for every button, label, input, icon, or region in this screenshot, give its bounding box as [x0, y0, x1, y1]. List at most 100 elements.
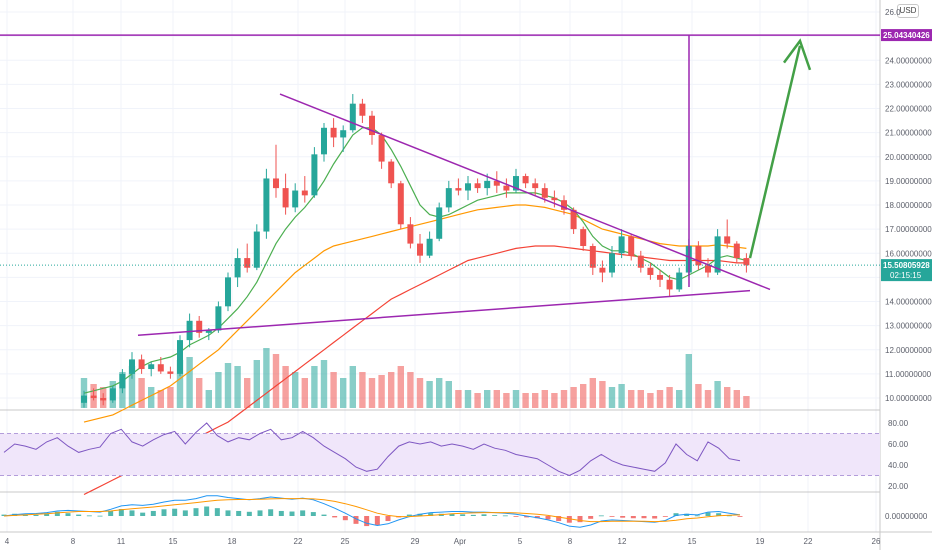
macd-panel [1, 495, 743, 528]
candle-body [81, 395, 87, 403]
rsi-axis-label: 40.00 [888, 461, 909, 470]
volume-bar [349, 366, 356, 408]
candle-body [311, 154, 318, 196]
macd-histogram-bar [300, 510, 306, 516]
candle-body [580, 229, 587, 247]
descending-trendline [279, 93, 771, 291]
volume-bar [368, 378, 376, 408]
volume-bar [474, 393, 481, 408]
volume-bar [301, 378, 308, 408]
macd-histogram-bar [44, 513, 50, 516]
volume-bar [551, 393, 558, 408]
price-axis-label: 17.00000000 [885, 225, 932, 234]
volume-bar [445, 381, 452, 408]
volume-bar [589, 378, 596, 408]
volume-bar [570, 387, 577, 408]
candle-body [253, 231, 260, 268]
ascending-trendline [137, 289, 751, 337]
candle-body [465, 183, 471, 191]
resistance-price-label: 25.04340426 [883, 31, 930, 40]
candle-body [647, 267, 654, 275]
rsi-axis-label: 80.00 [888, 419, 909, 428]
macd-histogram-bar [1, 514, 7, 516]
candle-body [522, 176, 529, 184]
candle-body [513, 176, 519, 191]
trend-drawings[interactable] [0, 34, 880, 337]
volume-bar [656, 390, 664, 408]
macd-histogram-bar [513, 516, 519, 517]
volume-bar [234, 366, 241, 408]
macd-histogram-bar [598, 515, 604, 517]
volume-bar [292, 372, 299, 408]
candle-body [282, 188, 289, 208]
currency-badge[interactable]: USD [897, 4, 919, 18]
macd-histogram-bar [641, 516, 647, 519]
volume-bar [503, 393, 510, 408]
volume-bar [263, 348, 270, 408]
volume-bar [282, 366, 289, 408]
price-axis-label: 18.00000000 [885, 201, 932, 210]
macd-histogram-bar [161, 509, 167, 516]
volume-bar [647, 393, 654, 408]
time-axis-label: 15 [688, 537, 697, 546]
volume-bar [676, 390, 683, 408]
candle-body [484, 180, 491, 189]
volume-bar [704, 390, 712, 408]
volume-bar [436, 378, 443, 408]
candle-body [503, 185, 510, 191]
candle-body [407, 224, 414, 244]
volume-bar [157, 390, 164, 408]
candle-body [637, 255, 644, 268]
candle-body [455, 188, 462, 191]
time-axis-label: 18 [228, 537, 237, 546]
volume-bar [215, 372, 222, 408]
volume-bar [416, 378, 424, 408]
candle-body [609, 253, 615, 273]
candle-body [541, 188, 548, 198]
candle-body [138, 359, 145, 370]
macd-histogram-bar [652, 516, 658, 519]
time-axis-label: 5 [518, 537, 523, 546]
axes: 26.0 24.00000000 23.00000000 22.00000000 21.… [5, 8, 932, 546]
candle-body [359, 103, 366, 116]
macd-histogram-bar [268, 509, 274, 516]
macd-histogram-bar [662, 516, 668, 517]
macd-histogram-bar [118, 509, 124, 516]
macd-histogram-bar [577, 516, 583, 523]
macd-histogram-bar [33, 514, 39, 516]
rsi-line [3, 422, 741, 477]
time-axis-label: 12 [618, 537, 627, 546]
macd-histogram-bar [65, 513, 71, 516]
volume-bar [560, 390, 568, 408]
macd-histogram-bar [684, 513, 690, 516]
volume-bar [637, 390, 644, 408]
macd-histogram-bar [630, 516, 636, 519]
candle-body [676, 272, 683, 290]
candle-body [263, 178, 270, 232]
macd-histogram-bar [76, 514, 82, 516]
volume-bar [378, 375, 385, 408]
volume-bar [685, 354, 692, 408]
price-axis-label: 12.00000000 [885, 346, 932, 355]
ma_mid-line [83, 204, 747, 423]
macd-histogram-bar [385, 516, 391, 522]
candle-body [733, 243, 740, 259]
macd-histogram-bar [310, 512, 316, 516]
macd-histogram-bar [492, 515, 498, 516]
macd-histogram-bar [524, 516, 530, 518]
time-axis-label: 25 [341, 537, 350, 546]
price-axis-label: 11.00000000 [885, 370, 932, 379]
candle-body [628, 236, 635, 256]
countdown-label: 02:15:15 [890, 271, 922, 280]
candle-body [90, 395, 97, 398]
candle-body [129, 359, 135, 374]
macd-histogram-bar [182, 510, 188, 516]
time-axis-label: 15 [169, 537, 178, 546]
rsi-panel [0, 422, 880, 477]
price-axis-label: 21.00000000 [885, 129, 932, 138]
last-price-label: 15.50805928 [883, 261, 930, 270]
volume-bar [522, 393, 529, 408]
candle-body [532, 183, 539, 189]
candle-body [177, 340, 183, 374]
